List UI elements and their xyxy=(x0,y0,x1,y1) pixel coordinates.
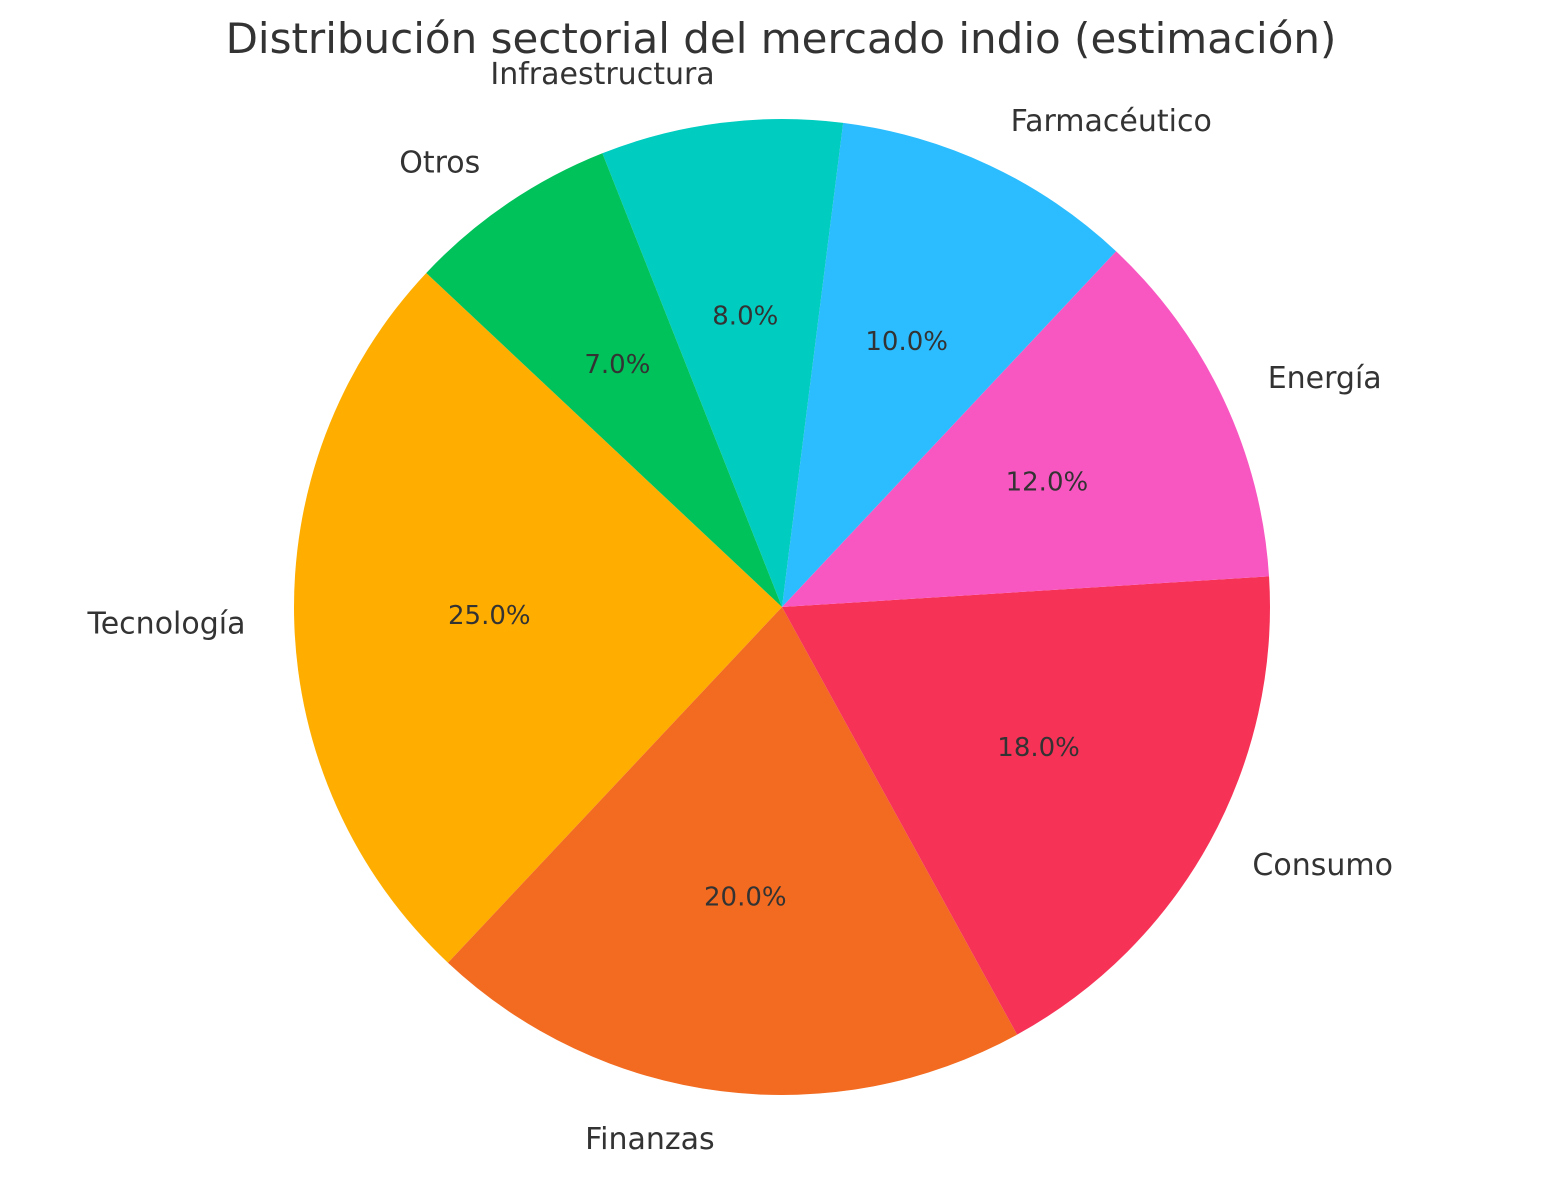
pie-value-label-energia: 12.0% xyxy=(1006,467,1089,497)
pie-value-label-tecnologia: 25.0% xyxy=(448,601,531,631)
pie-category-label-otros: Otros xyxy=(399,146,480,181)
pie-value-label-infraestructura: 8.0% xyxy=(712,302,778,332)
pie-slice-infraestructura xyxy=(602,119,844,607)
pie-value-labels: 25.0% 20.0% 18.0% 12.0% 10.0% 8.0% 7.0% xyxy=(448,302,1088,913)
pie-category-label-tecnologia: Tecnología xyxy=(87,606,246,641)
pie-slice-tecnologia xyxy=(293,272,782,963)
chart-title: Distribución sectorial del mercado indio… xyxy=(226,14,1337,63)
pie-slice-farmaceutico xyxy=(782,122,1117,607)
pie-category-label-finanzas: Finanzas xyxy=(585,1122,715,1157)
pie-category-label-farmaceutico: Farmacéutico xyxy=(1011,104,1212,139)
pie-value-label-farmaceutico: 10.0% xyxy=(865,327,948,357)
pie-slice-otros xyxy=(426,153,782,607)
pie-value-label-otros: 7.0% xyxy=(584,350,650,380)
pie-value-label-finanzas: 20.0% xyxy=(704,883,787,913)
pie-slice-consumo xyxy=(782,576,1271,1035)
pie-slice-energia xyxy=(782,251,1270,607)
pie-category-label-consumo: Consumo xyxy=(1252,848,1393,883)
pie-slice-finanzas xyxy=(447,607,1018,1096)
pie-category-labels: Tecnología Finanzas Consumo Energía Farmacéu… xyxy=(87,57,1393,1157)
pie-value-label-consumo: 18.0% xyxy=(997,733,1080,763)
pie-category-label-infraestructura: Infraestructura xyxy=(490,57,714,92)
pie-slices xyxy=(293,119,1271,1096)
pie-category-label-energia: Energía xyxy=(1268,361,1382,396)
